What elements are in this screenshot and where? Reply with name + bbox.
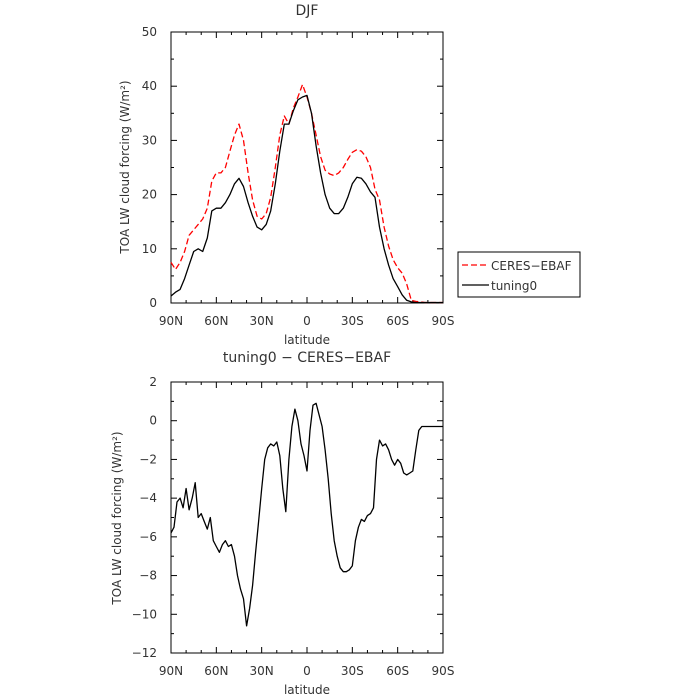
panel-top: DJF latitude TOA LW cloud forcing (W/m²)… [118, 3, 454, 347]
x-tick-label: 0 [303, 664, 311, 678]
chart-title: DJF [296, 3, 319, 19]
plot-frame [170, 381, 444, 654]
y-tick-label: −4 [139, 491, 157, 505]
legend-label-tuning0: tuning0 [491, 279, 537, 293]
axis-ticks: 90N 60N 30N 0 30S 60S 90S 0 10 20 30 40 50 [142, 25, 455, 328]
x-tick-label: 90S [432, 664, 455, 678]
y-tick-label: 40 [142, 79, 157, 93]
x-tick-label: 0 [303, 314, 311, 328]
x-tick-label: 30N [250, 664, 274, 678]
y-tick-label: −12 [132, 646, 157, 660]
series-line-tuning0 [170, 94, 443, 304]
y-tick-label: −6 [139, 530, 157, 544]
y-tick-label: −10 [132, 607, 157, 621]
series-group [170, 402, 443, 627]
y-tick-label: 20 [142, 188, 157, 202]
legend-frame [457, 251, 581, 298]
plot-frame [170, 31, 444, 304]
x-axis-label: latitude [284, 333, 330, 347]
series-line-difference [170, 402, 443, 627]
legend-label-ceres: CERES−EBAF [491, 259, 572, 273]
y-tick-label: −2 [139, 452, 157, 466]
x-tick-label: 60N [204, 314, 228, 328]
series-line-ceres-ebaf [170, 83, 443, 304]
x-tick-label: 60S [386, 664, 409, 678]
y-tick-label: 10 [142, 242, 157, 256]
y-tick-label: 2 [149, 375, 157, 389]
x-tick-label: 30S [341, 314, 364, 328]
axis-ticks: 90N 60N 30N 0 30S 60S 90S −12 −10 −8 −6 −4 −2 0 2 [132, 375, 455, 678]
x-tick-label: 90N [159, 664, 183, 678]
x-tick-label: 60S [386, 314, 409, 328]
legend: CERES−EBAF tuning0 [457, 251, 581, 298]
y-tick-label: 30 [142, 133, 157, 147]
x-tick-label: 90S [432, 314, 455, 328]
panel-bottom: tuning0 − CERES−EBAF latitude TOA LW clo… [110, 350, 454, 697]
y-axis-label: TOA LW cloud forcing (W/m²) [110, 431, 124, 605]
series-group [170, 83, 443, 304]
y-axis-label: TOA LW cloud forcing (W/m²) [118, 80, 132, 254]
x-axis-label: latitude [284, 683, 330, 697]
y-tick-label: −8 [139, 569, 157, 583]
y-tick-label: 0 [149, 414, 157, 428]
chart-title: tuning0 − CERES−EBAF [223, 350, 391, 366]
x-tick-label: 60N [204, 664, 228, 678]
x-tick-label: 30S [341, 664, 364, 678]
x-tick-label: 90N [159, 314, 183, 328]
y-tick-label: 50 [142, 25, 157, 39]
y-tick-label: 0 [149, 296, 157, 310]
x-tick-label: 30N [250, 314, 274, 328]
